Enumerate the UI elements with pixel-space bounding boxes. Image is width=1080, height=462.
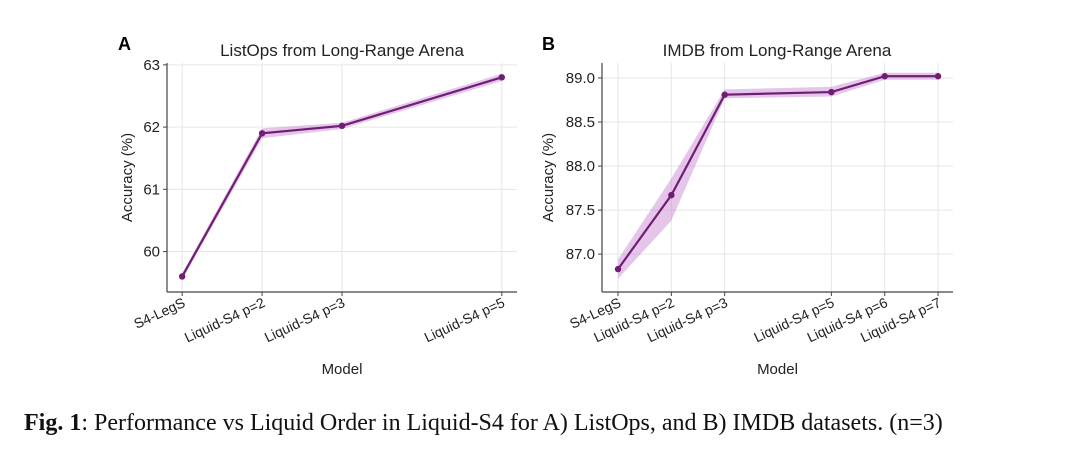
series-line — [617, 75, 939, 270]
y-tick-label: 88.0 — [566, 158, 595, 175]
x-tick-label: Liquid-S4 p=5 — [422, 294, 508, 345]
data-point — [614, 265, 622, 273]
y-tick-label: 61 — [143, 181, 160, 198]
y-tick-label: 88.5 — [566, 114, 595, 131]
data-point — [828, 88, 835, 96]
figure-caption: Fig. 1: Performance vs Liquid Order in L… — [24, 410, 1064, 437]
y-tick-label: 89.0 — [566, 70, 595, 87]
y-tick-label: 87.5 — [566, 202, 595, 219]
panel-label: B — [542, 34, 555, 54]
caption-label: Fig. 1 — [24, 410, 82, 436]
data-point — [338, 122, 346, 130]
series-line — [181, 76, 503, 277]
x-tick-label: S4-LegS — [131, 294, 187, 332]
y-axis-label: Accuracy (%) — [540, 133, 557, 222]
y-tick-label: 62 — [143, 119, 160, 136]
chart-title: IMDB from Long-Range Arena — [663, 41, 892, 60]
data-point — [881, 73, 888, 80]
data-point — [668, 191, 675, 199]
data-point — [498, 74, 506, 81]
x-tick-label: Liquid-S4 p=2 — [182, 294, 268, 345]
data-point — [934, 73, 942, 80]
y-tick-label: 63 — [143, 57, 160, 74]
confidence-band — [618, 72, 939, 279]
x-axis-label: Model — [322, 361, 363, 378]
caption-text: : Performance vs Liquid Order in Liquid-… — [81, 410, 943, 436]
panel-label: A — [118, 34, 131, 54]
data-point — [721, 91, 728, 98]
chart-title: ListOps from Long-Range Arena — [220, 41, 464, 60]
x-axis-label: Model — [757, 361, 798, 378]
y-tick-label: 60 — [143, 244, 160, 261]
y-tick-label: 87.0 — [566, 246, 595, 263]
data-point — [258, 130, 266, 137]
y-axis-label: Accuracy (%) — [119, 133, 136, 222]
x-tick-label: Liquid-S4 p=3 — [262, 294, 348, 345]
data-point — [178, 273, 186, 280]
